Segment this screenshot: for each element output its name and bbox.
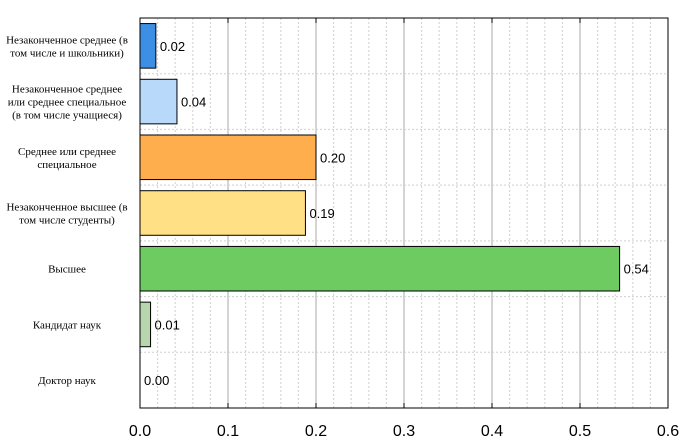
x-axis-ticks: 0.0 0.1 0.2 0.3 0.4 0.5 0.6 [129, 18, 679, 440]
value-label: 0.20 [320, 150, 345, 165]
category-label-line: том числе и школьники) [10, 47, 124, 59]
category-label: Незаконченное высшее (в том числе студент… [6, 202, 127, 227]
category-label-line: специальное [37, 159, 96, 171]
bar [139, 190, 306, 236]
plot-frame [139, 17, 669, 409]
category-label: Доктор наук [38, 375, 96, 387]
x-tick-label: 0.5 [569, 423, 591, 440]
category-labels: Незаконченное среднее (в том числе и школ… [6, 34, 128, 387]
value-label: 0.00 [144, 373, 169, 388]
bar [139, 23, 157, 69]
grid-lines [140, 18, 668, 408]
category-label-line: Среднее или среднее [18, 146, 116, 158]
category-label: Высшее [48, 264, 86, 276]
category-label: Среднее или среднее специальное [18, 146, 116, 171]
bar [139, 78, 178, 125]
category-label: Незаконченное среднее или среднее специал… [8, 84, 127, 122]
x-tick-label: 0.3 [393, 423, 415, 440]
x-tick-label: 0.4 [481, 423, 503, 440]
value-label: 0.02 [160, 39, 185, 54]
value-label: 0.04 [181, 95, 206, 110]
category-label-line: или среднее специальное [8, 97, 127, 109]
x-tick-label: 0.1 [217, 423, 239, 440]
x-tick-label: 0.0 [129, 423, 151, 440]
category-label: Кандидат наук [33, 319, 102, 331]
value-labels: 0.02 0.04 0.20 0.19 0.54 0.01 0.00 [144, 39, 649, 388]
value-label: 0.01 [155, 317, 180, 332]
category-label: Незаконченное среднее (в том числе и школ… [6, 34, 128, 59]
bar [139, 134, 317, 181]
category-label-line: том числе студенты) [19, 215, 115, 227]
category-label-line: Доктор наук [38, 375, 96, 387]
bar [139, 245, 621, 292]
category-label-line: Кандидат наук [33, 319, 102, 331]
x-tick-label: 0.2 [305, 423, 327, 440]
category-label-line: Незаконченное среднее (в [6, 34, 128, 46]
category-label-line: Высшее [48, 264, 86, 276]
category-label-line: Незаконченное высшее (в [6, 202, 127, 214]
x-tick-label: 0.6 [657, 423, 679, 440]
value-label: 0.54 [624, 262, 649, 277]
bars [139, 23, 621, 348]
category-label-line: (в том числе учащиеся) [12, 110, 122, 122]
value-label: 0.19 [309, 206, 334, 221]
bar [139, 301, 152, 348]
category-label-line: Незаконченное среднее [12, 84, 122, 96]
